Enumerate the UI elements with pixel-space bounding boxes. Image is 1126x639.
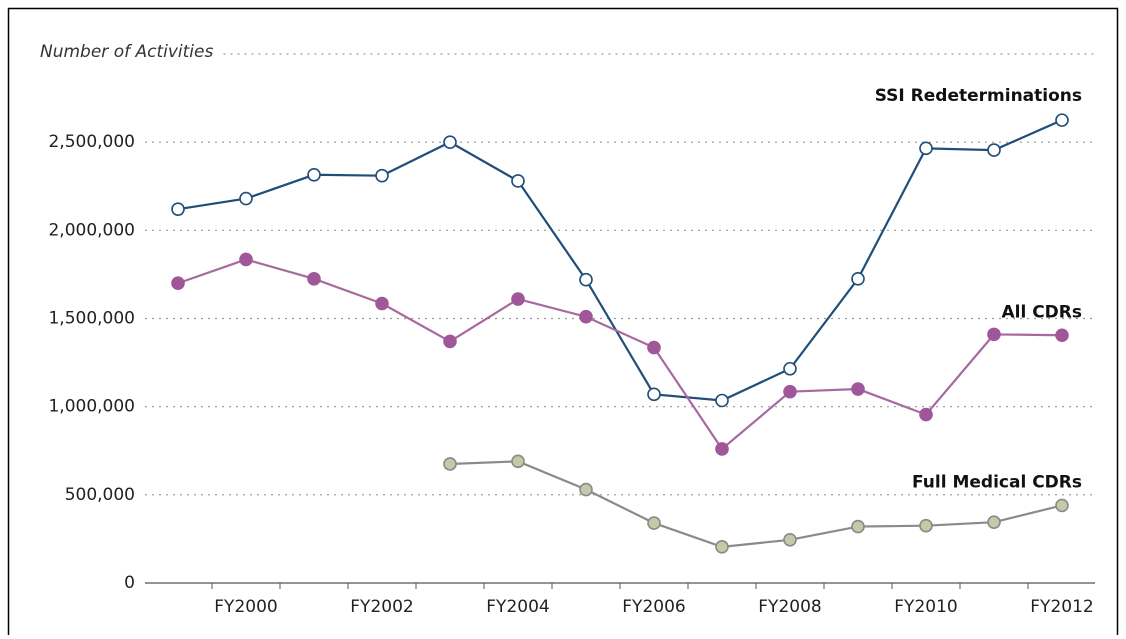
data-point — [715, 442, 729, 456]
data-point — [715, 393, 729, 408]
x-tick-label: FY2008 — [758, 597, 821, 617]
y-tick-label: 0 — [124, 573, 135, 593]
y-tick-label: 500,000 — [65, 485, 135, 505]
x-tick-label: FY2000 — [214, 597, 277, 617]
y-tick-label: 2,500,000 — [48, 132, 135, 152]
data-point — [239, 252, 253, 267]
data-point — [851, 272, 865, 286]
data-point — [1055, 498, 1069, 513]
data-point — [579, 309, 593, 324]
x-tick-label: FY2012 — [1030, 597, 1093, 617]
data-point — [851, 382, 865, 396]
data-point — [171, 276, 185, 291]
data-point — [307, 272, 321, 286]
data-point — [511, 292, 525, 306]
data-point — [647, 516, 661, 530]
series-line — [177, 258, 1063, 451]
data-point — [783, 384, 797, 399]
y-tick-label: 1,500,000 — [48, 309, 135, 329]
data-point — [919, 407, 933, 422]
series-line — [177, 119, 1063, 402]
series-label: SSI Redeterminations — [875, 86, 1082, 106]
frame — [7, 7, 1119, 639]
data-point — [919, 518, 933, 533]
x-tick-label: FY2004 — [486, 597, 549, 617]
data-point — [647, 387, 661, 402]
series-label: All CDRs — [1001, 302, 1082, 322]
data-point — [919, 141, 933, 156]
data-point — [987, 143, 1001, 157]
data-point — [1055, 113, 1069, 127]
x-tick-label: FY2010 — [894, 597, 957, 617]
data-point — [783, 361, 797, 376]
data-point — [375, 168, 389, 183]
data-point — [307, 167, 321, 182]
y-tick-label: 1,000,000 — [48, 397, 135, 417]
x-tick-label: FY2006 — [622, 597, 685, 617]
data-point — [511, 454, 525, 469]
data-point — [987, 515, 1001, 529]
data-point — [511, 174, 525, 188]
data-point — [579, 272, 593, 287]
y-axis-label: Number of Activities — [40, 42, 213, 62]
y-tick-label: 2,000,000 — [48, 220, 135, 240]
data-point — [171, 202, 185, 216]
data-point — [443, 135, 457, 149]
data-point — [579, 482, 593, 497]
data-point — [851, 519, 865, 534]
data-point — [239, 191, 253, 206]
series-line — [449, 460, 1063, 548]
data-point — [715, 540, 729, 554]
data-point — [375, 296, 389, 311]
data-point — [1055, 328, 1069, 343]
data-point — [443, 457, 457, 471]
series-label: Full Medical CDRs — [912, 472, 1082, 492]
x-tick-label: FY2002 — [350, 597, 413, 617]
data-point — [443, 334, 457, 349]
data-point — [783, 532, 797, 547]
data-point — [987, 327, 1001, 342]
data-point — [647, 340, 661, 355]
